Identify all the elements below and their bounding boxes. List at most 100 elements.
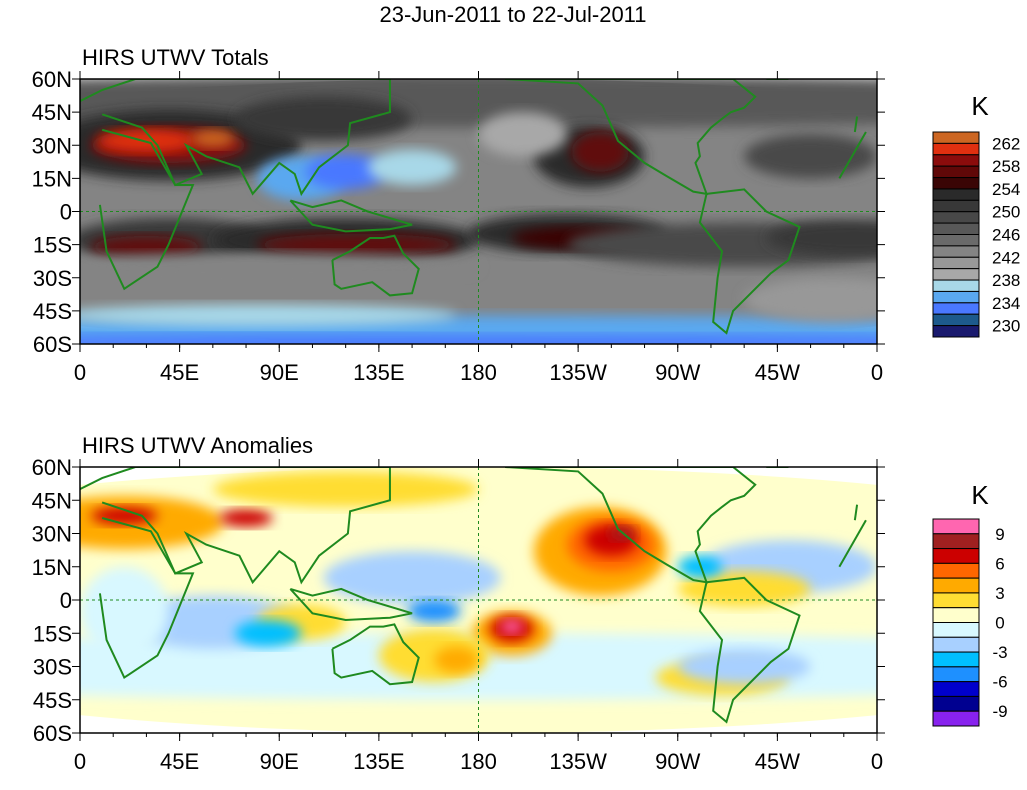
x-tick-label: 90W bbox=[655, 749, 700, 774]
contour-region bbox=[744, 277, 877, 322]
colorbar-box bbox=[932, 290, 980, 304]
colorbar-box bbox=[932, 165, 980, 179]
contour-region bbox=[80, 304, 457, 327]
colorbar-units-anomalies: K bbox=[971, 480, 989, 510]
colorbar-box bbox=[932, 695, 980, 712]
x-tick-label: 0 bbox=[871, 749, 883, 774]
y-tick-label: 60N bbox=[32, 455, 72, 480]
totals-map: 0 45E 90E 135E 180 135W 90W 45W 0 60N 45N 30N 15N 0 15… bbox=[32, 67, 885, 385]
contour-region bbox=[190, 129, 235, 148]
coastline bbox=[331, 234, 420, 297]
y-tick-label: 60N bbox=[32, 67, 72, 92]
x-tick-label: 180 bbox=[460, 360, 497, 385]
coastline bbox=[698, 188, 801, 335]
colorbar-box bbox=[932, 622, 980, 638]
colorbar-box bbox=[932, 268, 980, 281]
colorbar-box bbox=[932, 651, 980, 668]
contour-region bbox=[571, 132, 630, 172]
y-tick-label: 15N bbox=[32, 555, 72, 580]
colorbar-label: 258 bbox=[992, 157, 1020, 176]
colorbar-label: 9 bbox=[995, 525, 1004, 544]
x-tick-label: 90W bbox=[655, 360, 700, 385]
contour-region bbox=[677, 648, 811, 685]
colorbar-box bbox=[932, 562, 980, 579]
colorbar-box bbox=[932, 636, 980, 653]
contour-region bbox=[367, 149, 457, 185]
y-tick-label: 45S bbox=[33, 299, 72, 324]
colorbar-box bbox=[932, 188, 980, 201]
contour-region bbox=[677, 555, 723, 578]
colorbar-box bbox=[932, 533, 980, 550]
x-tick-label: 135E bbox=[353, 360, 404, 385]
contour-region bbox=[766, 220, 877, 256]
contour-region bbox=[323, 551, 501, 605]
colorbar-box bbox=[932, 177, 980, 190]
coastline bbox=[98, 517, 195, 680]
coastline bbox=[80, 79, 391, 197]
coastline bbox=[289, 199, 413, 233]
contour-region bbox=[234, 619, 302, 647]
y-tick-label: 30S bbox=[33, 655, 72, 680]
colorbar-label: 262 bbox=[992, 134, 1020, 153]
colorbar-box bbox=[932, 548, 980, 564]
colorbar-box bbox=[932, 199, 980, 213]
colorbar-label: -3 bbox=[992, 643, 1007, 662]
colorbar-box bbox=[932, 577, 980, 594]
x-tick-label: 45E bbox=[160, 360, 199, 385]
colorbar-box bbox=[932, 666, 980, 683]
contour-region bbox=[257, 233, 457, 256]
y-tick-label: 45N bbox=[32, 488, 72, 513]
colorbar-box bbox=[932, 154, 980, 167]
y-tick-label: 15S bbox=[33, 621, 72, 646]
colorbar-box bbox=[932, 302, 980, 315]
contour-region bbox=[744, 134, 877, 179]
colorbar-label: 0 bbox=[995, 614, 1004, 633]
colorbar-label: 246 bbox=[992, 226, 1020, 245]
y-tick-label: 0 bbox=[60, 588, 72, 613]
x-tick-label: 90E bbox=[260, 749, 299, 774]
x-tick-label: 0 bbox=[74, 749, 86, 774]
coastline bbox=[331, 623, 420, 686]
coastline bbox=[505, 79, 757, 196]
colorbar-box bbox=[932, 313, 980, 327]
coastline bbox=[853, 504, 859, 521]
colorbar-anomalies: 9 6 3 0 -3 -6 -9 bbox=[932, 518, 1008, 727]
x-tick-label: 45W bbox=[755, 360, 800, 385]
contour-region bbox=[434, 646, 479, 674]
x-tick-label: 180 bbox=[460, 749, 497, 774]
colorbar-box bbox=[932, 256, 980, 270]
contour-region bbox=[407, 600, 461, 623]
contour-region bbox=[219, 509, 273, 527]
colorbar-units-totals: K bbox=[971, 91, 989, 121]
x-tick-label: 90E bbox=[260, 360, 299, 385]
y-tick-label: 15N bbox=[32, 166, 72, 191]
y-tick-label: 45N bbox=[32, 100, 72, 125]
colorbar-label: -9 bbox=[992, 702, 1007, 721]
colorbar-label: 230 bbox=[992, 317, 1020, 336]
y-tick-label: 60S bbox=[33, 332, 72, 357]
y-tick-label: 15S bbox=[33, 233, 72, 258]
contour-field bbox=[80, 79, 877, 344]
colorbar-box bbox=[932, 142, 980, 156]
colorbar-box bbox=[932, 222, 980, 236]
contour-region bbox=[80, 566, 169, 656]
coastline bbox=[838, 131, 867, 179]
coastline bbox=[698, 576, 801, 724]
y-tick-label: 60S bbox=[33, 721, 72, 746]
coastline bbox=[80, 467, 391, 585]
coastline bbox=[289, 587, 413, 621]
colorbar-label: -6 bbox=[992, 673, 1007, 692]
colorbar-box bbox=[932, 131, 980, 144]
contour-region bbox=[80, 253, 479, 280]
colorbar-box bbox=[932, 607, 980, 624]
x-tick-label: 135W bbox=[549, 749, 607, 774]
contour-region bbox=[234, 96, 413, 141]
colorbar-box bbox=[932, 211, 980, 224]
x-tick-label: 0 bbox=[871, 360, 883, 385]
coastline bbox=[505, 467, 757, 584]
coastline bbox=[98, 128, 195, 291]
colorbar-label: 238 bbox=[992, 271, 1020, 290]
colorbar-label: 3 bbox=[995, 584, 1004, 603]
anomalies-map: 0 45E 90E 135E 180 135W 90W 45W 0 60N 45N 30N 15N 0 15… bbox=[32, 455, 885, 774]
